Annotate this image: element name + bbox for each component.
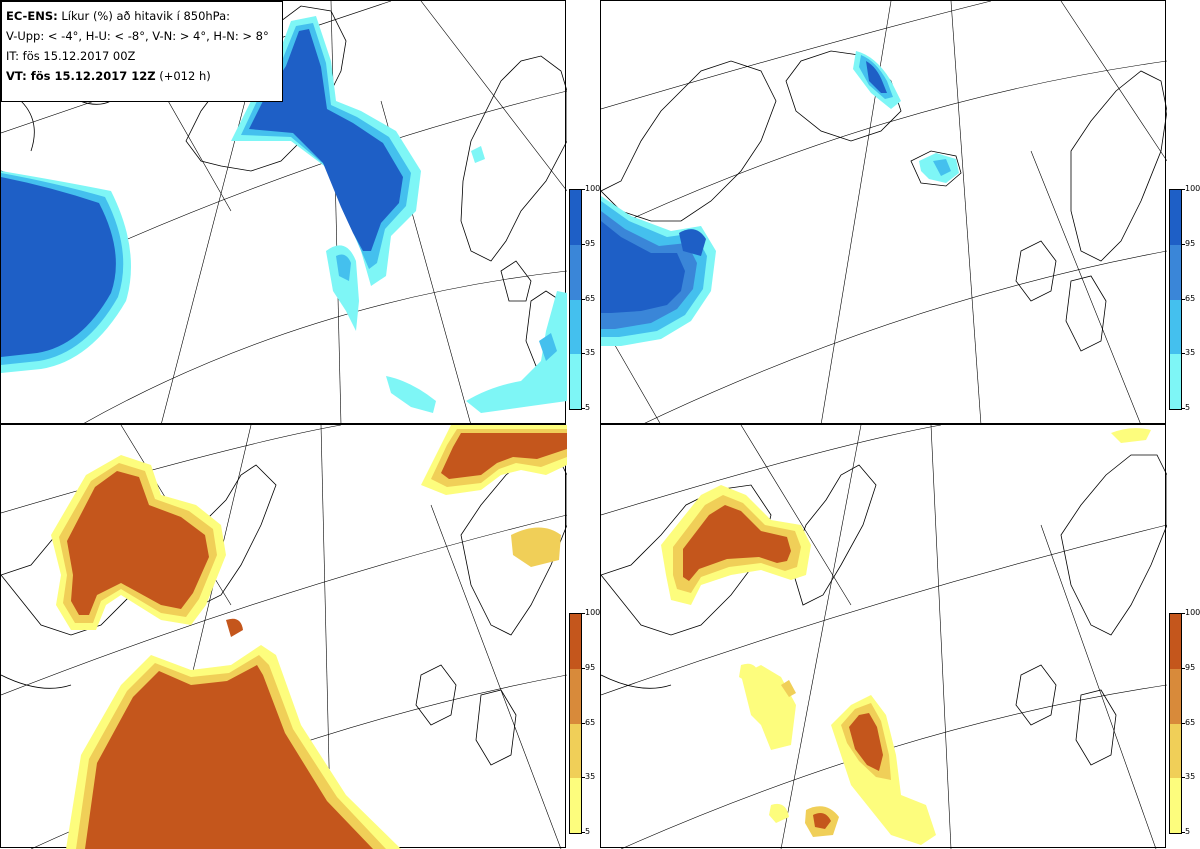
colorbar-tick-label: 95 — [1185, 662, 1196, 672]
colorbar-tick-label: 100 — [1185, 184, 1200, 193]
colorbar-tick — [1182, 353, 1185, 355]
colorbar-tick-label: 65 — [1185, 717, 1196, 727]
title-line-4: VT: fös 15.12.2017 12Z (+012 h) — [6, 69, 211, 83]
colorbar-segment — [570, 190, 581, 245]
colorbar-tick-label: 35 — [585, 772, 596, 782]
colorbar-tick — [582, 667, 585, 669]
colorbar-tick-label: 100 — [1185, 608, 1200, 617]
colorbar-segment — [1170, 723, 1181, 779]
colorbar-tick — [1182, 777, 1185, 779]
panel-cold-minus8: 100 95 65 35 5 — [600, 0, 1200, 425]
colorbar-tick-label: 35 — [1185, 348, 1196, 358]
map-cold-minus4 — [1, 1, 567, 425]
colorbar-tick-label: 65 — [585, 293, 596, 303]
colorbar-tick — [1182, 243, 1185, 245]
map-warm-plus4 — [1, 425, 567, 849]
map-title-box: EC-ENS: Líkur (%) að hitavik í 850hPa: V… — [1, 1, 283, 102]
panel-cold-minus4: EC-ENS: Líkur (%) að hitavik í 850hPa: V… — [0, 0, 600, 425]
colorbar-tick — [582, 613, 585, 614]
colorbar-tick — [582, 189, 585, 190]
colorbar-segment — [570, 354, 581, 409]
colorbar-tick-label: 95 — [585, 238, 596, 248]
colorbar-segment — [1170, 190, 1181, 245]
colorbar-tick-label: 95 — [1185, 238, 1196, 248]
colorbar-tick — [582, 298, 585, 300]
colorbar-tick — [582, 353, 585, 355]
colorbar-tick-label: 95 — [585, 662, 596, 672]
colorbar-tick-label: 5 — [1185, 827, 1191, 836]
colorbar-segment — [1170, 354, 1181, 409]
colorbar-segment — [570, 244, 581, 300]
colorbar-tick — [1182, 189, 1185, 190]
title-line-3: IT: fös 15.12.2017 00Z — [6, 49, 136, 63]
title-line-1: EC-ENS: Líkur (%) að hitavik í 850hPa: — [6, 9, 231, 23]
colorbar-segment — [1170, 244, 1181, 300]
colorbar-tick — [582, 722, 585, 724]
colorbar-tick-label: 100 — [585, 184, 601, 193]
map-warm-plus8 — [601, 425, 1167, 849]
colorbar-tick — [1182, 667, 1185, 669]
colorbar-tick-label: 35 — [1185, 772, 1196, 782]
colorbar-tick-label: 5 — [1185, 403, 1191, 412]
colorbar-segment — [570, 614, 581, 669]
map-cold-minus8 — [601, 1, 1167, 425]
colorbar-segment — [570, 299, 581, 355]
colorbar-tick — [582, 832, 585, 833]
colorbar-tick-label: 35 — [585, 348, 596, 358]
colorbar-tick — [582, 408, 585, 409]
colorbar-warm-2 — [1169, 613, 1182, 834]
colorbar-warm-1 — [569, 613, 582, 834]
panel-warm-plus4: 100 95 65 35 5 — [0, 424, 600, 849]
colorbar-segment — [570, 723, 581, 779]
colorbar-segment — [1170, 299, 1181, 355]
colorbar-segment — [570, 778, 581, 833]
colorbar-tick-label: 100 — [585, 608, 601, 617]
colorbar-segment — [570, 668, 581, 724]
colorbar-tick-label: 65 — [1185, 293, 1196, 303]
title-line-2: V-Upp: < -4°, H-U: < -8°, V-N: > 4°, H-N… — [6, 29, 269, 43]
colorbar-cold-1 — [569, 189, 582, 410]
colorbar-tick — [582, 243, 585, 245]
panel-warm-plus8: 100 95 65 35 5 — [600, 424, 1200, 849]
colorbar-tick — [1182, 298, 1185, 300]
colorbar-segment — [1170, 614, 1181, 669]
colorbar-tick — [1182, 832, 1185, 833]
colorbar-tick — [582, 777, 585, 779]
colorbar-tick-label: 65 — [585, 717, 596, 727]
colorbar-tick-label: 5 — [585, 827, 591, 836]
colorbar-tick — [1182, 722, 1185, 724]
colorbar-segment — [1170, 668, 1181, 724]
colorbar-segment — [1170, 778, 1181, 833]
colorbar-tick — [1182, 408, 1185, 409]
colorbar-tick-label: 5 — [585, 403, 591, 412]
colorbar-tick — [1182, 613, 1185, 614]
colorbar-cold-2 — [1169, 189, 1182, 410]
